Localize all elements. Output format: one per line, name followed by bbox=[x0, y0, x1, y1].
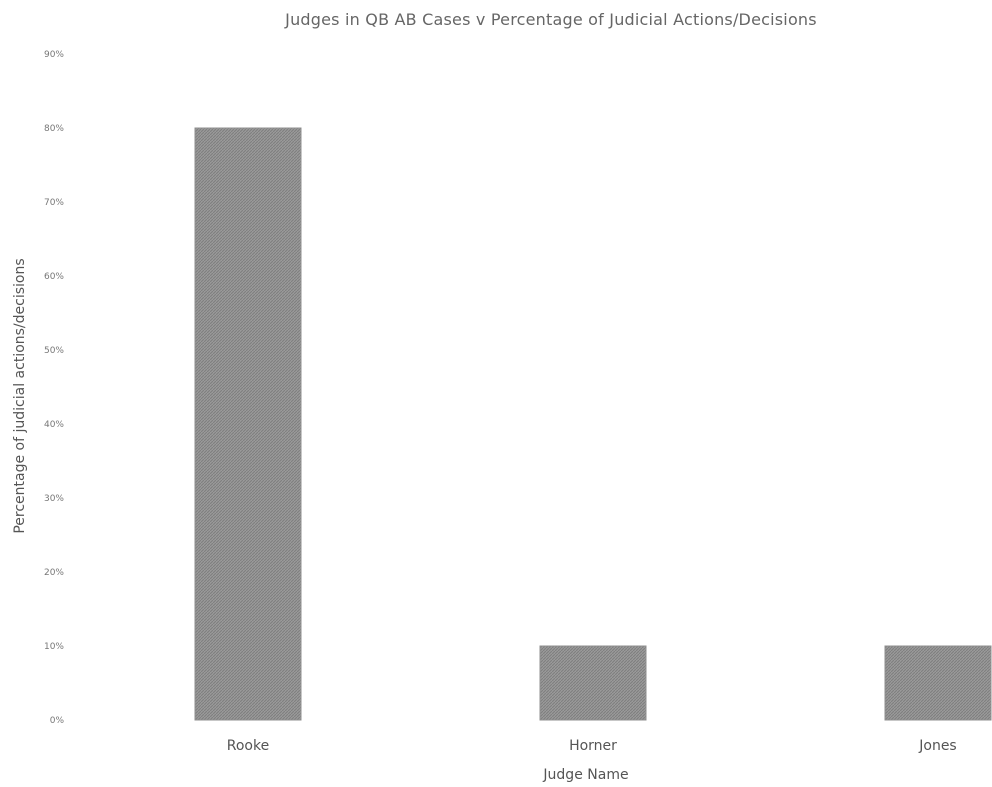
y-tick-label: 90% bbox=[44, 50, 64, 60]
bars bbox=[194, 127, 992, 721]
y-tick-label: 60% bbox=[44, 272, 64, 282]
x-tick-label: Horner bbox=[569, 738, 617, 754]
y-tick-label: 70% bbox=[44, 198, 64, 208]
y-tick-label: 0% bbox=[50, 716, 65, 726]
bar-jones bbox=[884, 645, 992, 721]
chart-title: Judges in QB AB Cases v Percentage of Ju… bbox=[284, 10, 817, 29]
y-tick-label: 20% bbox=[44, 568, 64, 578]
y-tick-label: 30% bbox=[44, 494, 64, 504]
x-tick-label: Rooke bbox=[227, 738, 269, 754]
x-axis-label: Judge Name bbox=[542, 767, 628, 783]
bar-rooke bbox=[194, 127, 302, 721]
x-tick-label: Jones bbox=[918, 738, 956, 754]
y-tick-label: 40% bbox=[44, 420, 64, 430]
y-axis-ticks: 0% 10% 20% 30% 40% 50% 60% 70% 80% 90% bbox=[44, 50, 64, 726]
y-tick-label: 10% bbox=[44, 642, 64, 652]
y-axis-label: Percentage of judicial actions/decisions bbox=[12, 258, 28, 533]
bar-horner bbox=[539, 645, 647, 721]
y-tick-label: 80% bbox=[44, 124, 64, 134]
x-axis-ticks: Rooke Horner Jones bbox=[227, 738, 957, 754]
y-tick-label: 50% bbox=[44, 346, 64, 356]
